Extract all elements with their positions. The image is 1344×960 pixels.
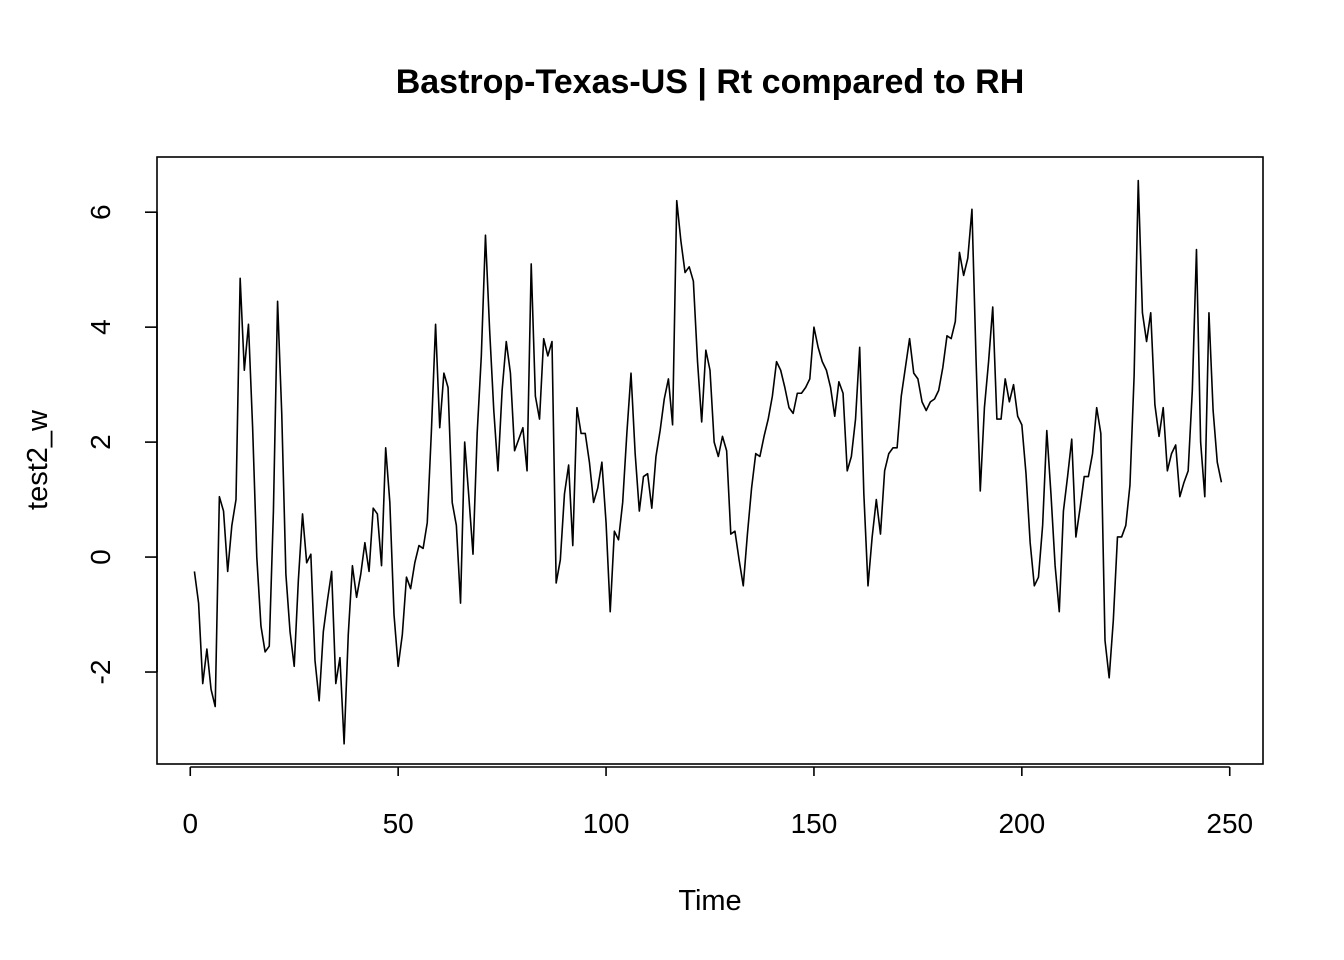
x-tick-label: 0 [182,808,198,839]
plot-frame [156,156,1264,765]
x-tick-label: 200 [998,808,1045,839]
y-axis: -2 0 2 4 6 [85,204,158,685]
chart-title: Bastrop-Texas-US | Rt compared to RH [396,63,1025,101]
y-tick-label: 6 [85,204,116,220]
y-tick-label: 4 [85,319,116,335]
x-axis: 0 50 100 150 200 250 [182,766,1253,839]
x-tick-label: 100 [583,808,630,839]
y-tick-label: 0 [85,549,116,565]
y-tick-label: -2 [85,660,116,685]
x-tick-label: 50 [383,808,414,839]
y-tick-label: 2 [85,434,116,450]
x-tick-label: 150 [791,808,838,839]
series-line [193,179,1223,745]
y-axis-label: test2_w [22,409,54,510]
x-tick-label: 250 [1206,808,1253,839]
x-axis-label: Time [678,885,741,917]
